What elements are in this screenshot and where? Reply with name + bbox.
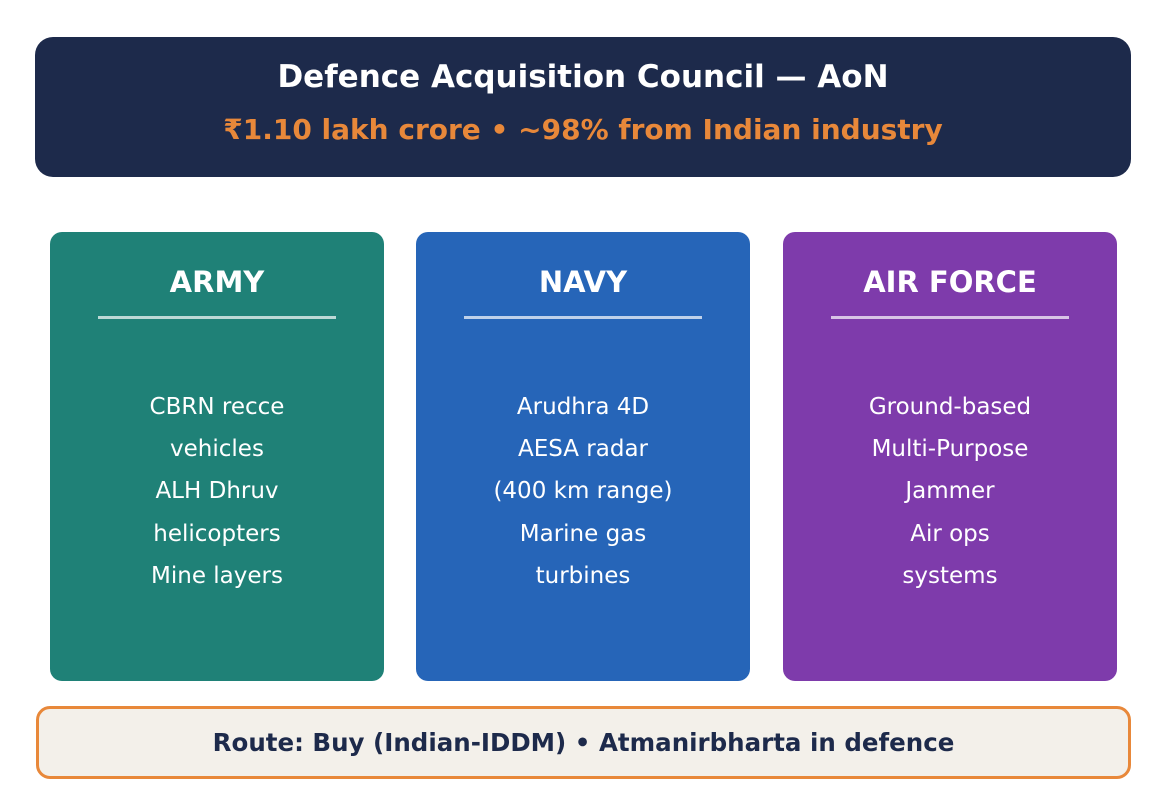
card-items-army: CBRN recce vehicles ALH Dhruv helicopter… bbox=[50, 386, 384, 597]
card-item: Mine layers bbox=[151, 562, 283, 589]
card-title-navy: NAVY bbox=[538, 265, 628, 299]
card-item: Multi-Purpose bbox=[871, 436, 1029, 463]
card-items-air-force: Ground-based Multi-Purpose Jammer Air op… bbox=[783, 386, 1117, 597]
card-item: Ground-based bbox=[868, 394, 1032, 420]
footer-text: Route: Buy (Indian-IDDM) • Atmanirbharta… bbox=[212, 728, 955, 757]
card-item: ALH Dhruv bbox=[155, 478, 279, 505]
card-divider bbox=[98, 316, 336, 319]
card-divider bbox=[464, 316, 702, 319]
card-item: Arudhra 4D bbox=[516, 394, 650, 420]
card-item: Air ops bbox=[910, 520, 990, 547]
card-navy: NAVY Arudhra 4D AESA radar (400 km range… bbox=[416, 232, 750, 681]
card-air-force: AIR FORCE Ground-based Multi-Purpose Jam… bbox=[783, 232, 1117, 681]
card-item: AESA radar bbox=[517, 436, 649, 463]
card-item: vehicles bbox=[170, 436, 264, 463]
card-item: systems bbox=[902, 562, 998, 589]
card-army: ARMY CBRN recce vehicles ALH Dhruv helic… bbox=[50, 232, 384, 681]
card-title-army: ARMY bbox=[169, 265, 265, 299]
card-items-navy: Arudhra 4D AESA radar (400 km range) Mar… bbox=[416, 386, 750, 597]
card-item: Jammer bbox=[905, 478, 995, 505]
card-divider bbox=[831, 316, 1069, 319]
card-title-air-force: AIR FORCE bbox=[863, 265, 1037, 299]
footer-banner: Route: Buy (Indian-IDDM) • Atmanirbharta… bbox=[36, 706, 1131, 779]
card-item: helicopters bbox=[153, 520, 281, 547]
page-title: Defence Acquisition Council — AoN bbox=[277, 59, 889, 95]
header-banner: Defence Acquisition Council — AoN ₹1.10 … bbox=[35, 37, 1131, 177]
card-item: Marine gas bbox=[519, 520, 647, 547]
card-item: CBRN recce bbox=[149, 394, 285, 420]
page-subtitle: ₹1.10 lakh crore • ~98% from Indian indu… bbox=[223, 113, 943, 146]
card-item: turbines bbox=[535, 562, 631, 589]
card-item: (400 km range) bbox=[493, 478, 673, 505]
